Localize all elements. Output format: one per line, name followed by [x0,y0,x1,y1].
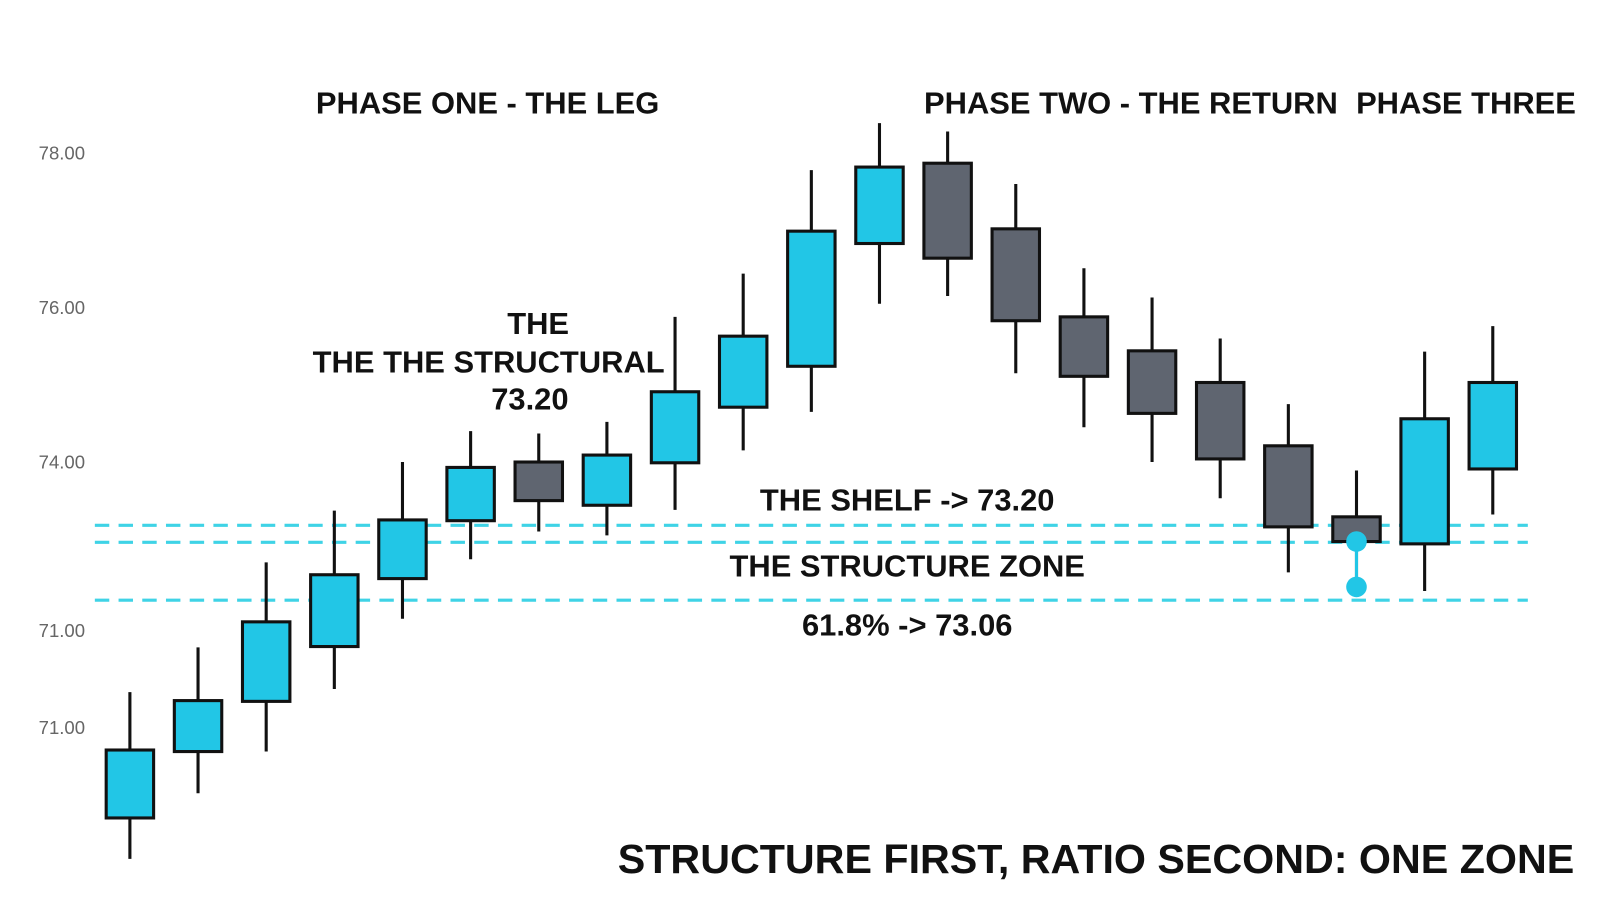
candle-body [1467,380,1519,471]
y-tick-label: 74.00 [39,451,85,472]
y-tick-label: 71.00 [39,620,85,641]
y-tick-label: 78.00 [39,143,85,164]
phase-title: PHASE TWO - THE RETURN [924,86,1338,121]
phase-title: PHASE ONE - THE LEG [316,86,659,121]
y-tick-label: 71.00 [39,717,85,738]
candle-body [445,465,496,523]
candle-body [1263,444,1314,529]
touch-dot [1346,576,1367,598]
footer: STRUCTURE FIRST, RATIO SECOND: ONE ZONE [618,836,1574,882]
touch-dot [1346,531,1367,552]
annotation: 61.8% -> 73.06 [802,607,1013,642]
candle-body [240,620,292,703]
annotation: 73.20 [491,382,568,417]
candle-body [1058,315,1110,378]
candle-body [717,334,769,409]
candle-body [854,165,905,246]
candle-body [786,229,837,368]
candle-body [922,161,973,260]
candle-body [172,699,224,754]
y-tick-label: 76.00 [39,297,85,318]
annotation: THE [507,306,569,341]
candle-body [990,227,1042,323]
annotation: THE THE STRUCTURAL [313,344,665,379]
candle-body [649,390,701,465]
candle-body [1194,380,1246,461]
candle-body [309,573,360,649]
annotation: THE STRUCTURE ZONE [730,549,1085,584]
annotation: THE SHELF -> 73.20 [760,483,1055,518]
candle-body [377,518,428,581]
candle-body [1126,349,1178,415]
candle-body [104,748,156,820]
candle-body [581,453,633,507]
candle-body [513,460,565,503]
phase-title: PHASE THREE [1356,86,1576,121]
candle-body [1399,417,1450,546]
